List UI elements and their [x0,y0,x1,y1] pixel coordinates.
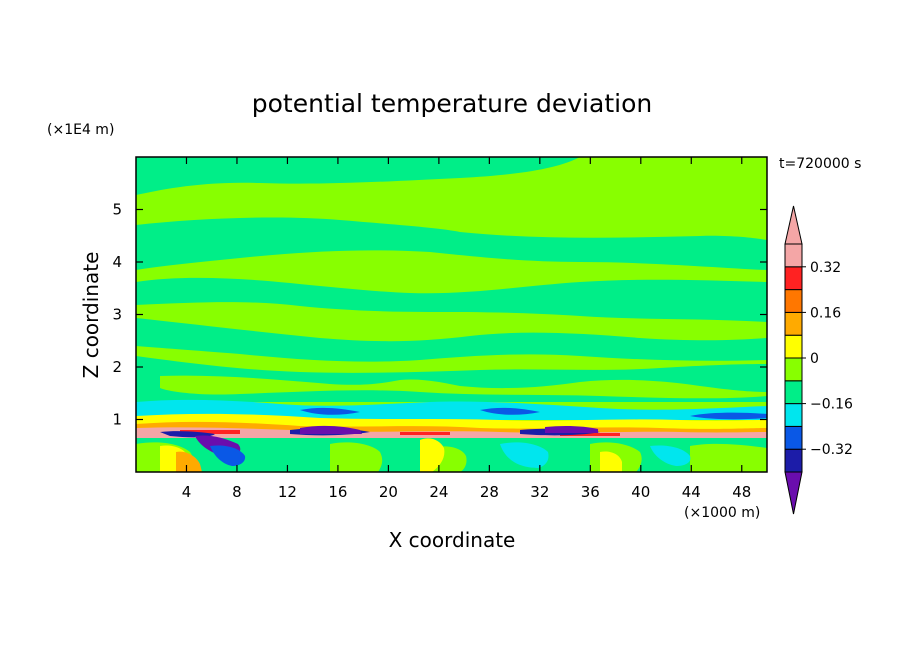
colorbar-band [784,289,803,313]
contour-band [210,445,246,466]
colorbar-band [784,403,803,427]
x-tick-label: 12 [278,483,297,501]
x-tick-label: 32 [530,483,549,501]
x-unit-label: (×1000 m) [684,505,760,521]
contour-band [136,157,580,195]
contour-band [136,277,767,322]
colorbar-band [784,266,803,291]
colorbar-tick-label: 0 [810,351,819,367]
y-tick-label: 5 [112,201,122,219]
colorbar-band [784,448,803,473]
colorbar-tick-label: −0.32 [810,442,853,458]
x-tick-label: 16 [328,483,347,501]
colorbar-band [784,334,803,359]
x-tick-label: 40 [631,483,650,501]
colorbar-band [784,357,803,382]
colorbar-tick-label: 0.32 [810,260,841,276]
colorbar-band [784,311,803,336]
colorbar-extend-max [784,205,803,245]
contour-field [136,157,767,472]
x-tick-label: 4 [182,483,192,501]
y-unit-label: (×1E4 m) [47,122,114,138]
colorbar-tick-label: 0.16 [810,305,841,321]
y-tick-label: 1 [112,411,122,429]
chart-title: potential temperature deviation [252,89,652,118]
x-axis-label: X coordinate [389,528,516,552]
x-tick-label: 48 [732,483,751,501]
x-tick-label: 20 [379,483,398,501]
contour-band [176,451,202,472]
colorbar-band [784,425,803,450]
contour-band [160,375,767,399]
x-tick-label: 28 [480,483,499,501]
colorbar: 0.32 0.16 0 −0.16 −0.32 [784,205,853,515]
y-tick-label: 2 [112,358,122,376]
x-tick-label: 24 [429,483,448,501]
contour-band [180,430,620,436]
y-tick-label: 4 [112,253,122,271]
colorbar-extend-min [784,471,803,515]
colorbar-band [784,243,803,268]
x-tick-label: 44 [682,483,701,501]
time-label: t=720000 s [779,156,861,172]
colorbar-band [784,380,803,405]
contour-band [300,407,767,420]
contour-band [136,217,767,270]
y-tick-label: 3 [112,306,122,324]
x-axis: 4 8 12 16 20 24 28 32 36 40 44 48 [182,157,751,501]
y-axis-label: Z coordinate [79,252,103,379]
x-tick-label: 36 [581,483,600,501]
contour-band [500,442,691,468]
contour-band [136,399,767,420]
colorbar-tick-label: −0.16 [810,397,853,413]
contour-band [136,318,767,362]
y-axis: 1 2 3 4 5 [112,201,767,429]
x-tick-label: 8 [232,483,242,501]
